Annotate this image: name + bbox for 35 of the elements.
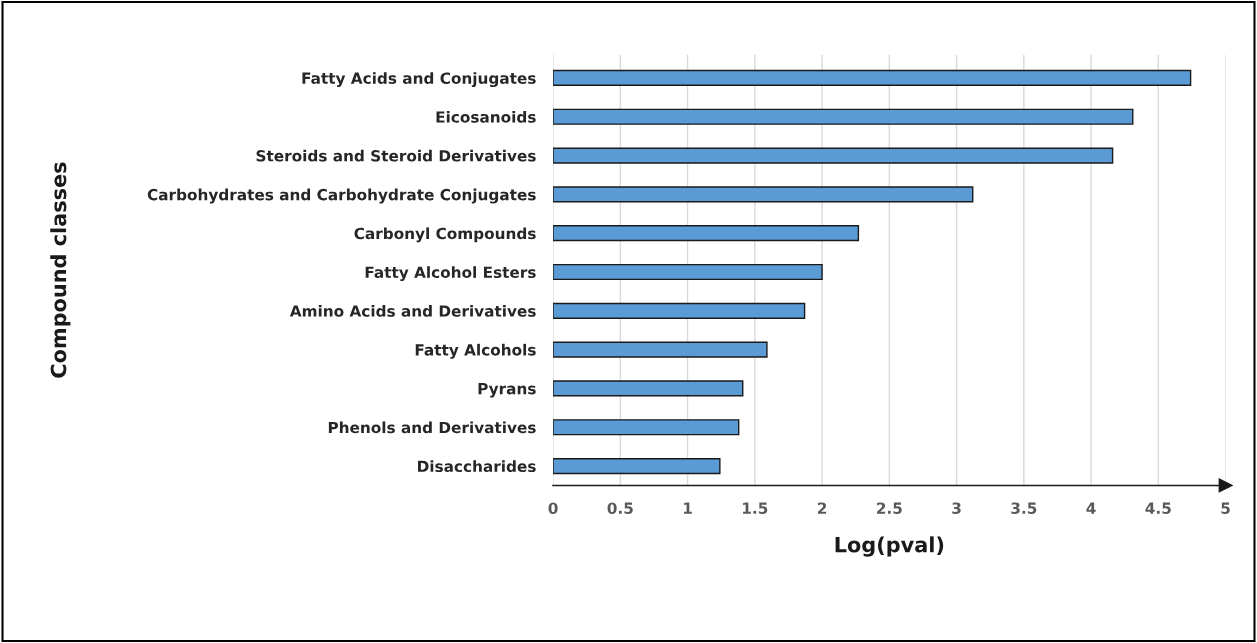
x-tick-label: 3.5 (1011, 502, 1037, 514)
x-tick-label: 0.5 (607, 502, 633, 514)
x-tick-label: 2 (817, 502, 827, 514)
x-tick-label: 1.5 (743, 502, 768, 514)
bar (553, 69, 1192, 87)
y-tick-label: Steroids and Steroid Derivatives (256, 149, 536, 162)
y-tick-label: Phenols and Derivatives (328, 421, 536, 434)
y-tick-label: Fatty Alcohol Esters (365, 266, 536, 282)
bar (553, 225, 860, 242)
y-tick-label: Eicosanoids (436, 110, 536, 123)
x-tick-label: 4.5 (1145, 502, 1171, 514)
x-axis-title: Log(pval) (835, 536, 944, 557)
x-tick-label: 5 (1221, 502, 1230, 514)
y-tick-label: Disaccharides (418, 460, 536, 473)
x-tick-label: 1 (683, 502, 692, 514)
x-tick-label: 4 (1086, 502, 1096, 514)
y-tick-label: Fatty Acids and Conjugates (302, 72, 536, 88)
bar (553, 419, 740, 436)
y-tick-label: Fatty Alcohols (415, 343, 536, 359)
bar (553, 302, 806, 319)
x-tick-label: 0 (548, 502, 558, 514)
y-tick-label: Carbohydrates and Carbohydrate Conjugates (147, 188, 536, 204)
bar (553, 380, 744, 397)
bar (553, 186, 974, 203)
y-tick-label: Carbonyl Compounds (354, 227, 536, 243)
x-tick-label: 2.5 (877, 502, 902, 514)
bar (553, 108, 1134, 125)
y-tick-label: Amino Acids and Derivatives (289, 305, 536, 317)
bar (553, 147, 1114, 164)
bar (553, 457, 721, 475)
bar (553, 341, 768, 358)
bar (553, 263, 823, 281)
y-axis-title: Compound classes (50, 162, 71, 378)
y-tick-label: Pyrans (478, 383, 536, 398)
x-tick-label: 3 (952, 502, 961, 514)
